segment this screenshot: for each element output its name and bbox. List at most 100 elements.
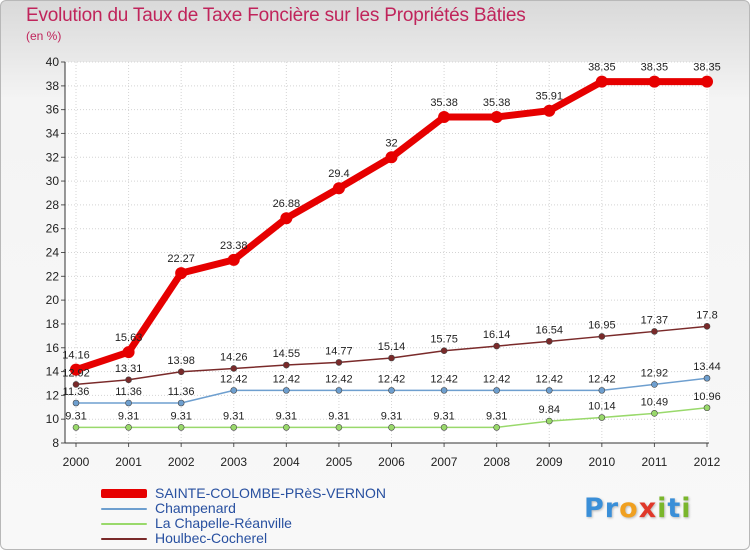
data-label: 12.42 [430, 373, 458, 385]
logo-letter: P [584, 493, 605, 524]
legend-item: La Chapelle-Réanville [101, 516, 386, 531]
data-label: 26.88 [273, 198, 301, 210]
data-point [280, 212, 293, 225]
data-label: 12.42 [325, 373, 353, 385]
data-point [595, 75, 608, 88]
data-label: 9.31 [486, 410, 507, 422]
data-label: 11.36 [63, 386, 90, 398]
y-tick-label: 26 [46, 222, 60, 236]
data-point [493, 342, 500, 350]
data-point [598, 333, 606, 340]
data-point [493, 424, 500, 431]
data-label: 13.98 [167, 355, 195, 367]
legend-label: La Chapelle-Réanville [155, 515, 292, 531]
data-point [543, 104, 556, 117]
x-tick-label: 2006 [378, 455, 405, 469]
data-label: 9.31 [328, 410, 349, 422]
data-point [545, 417, 553, 425]
y-tick-label: 34 [46, 126, 60, 140]
chart-title: Evolution du Taux de Taxe Foncière sur l… [26, 5, 526, 26]
x-tick-label: 2009 [536, 455, 563, 469]
legend-label: Champenard [155, 500, 236, 516]
data-point [283, 424, 290, 431]
legend-swatch [101, 507, 147, 510]
proxiti-logo: Proxiti [584, 493, 692, 524]
data-label: 11.36 [168, 386, 195, 398]
data-point [703, 404, 711, 412]
y-tick-label: 12 [46, 388, 60, 402]
data-label: 12.42 [378, 373, 406, 385]
y-tick-label: 28 [46, 198, 60, 212]
data-point [438, 111, 451, 124]
y-tick-label: 32 [46, 150, 60, 164]
data-point [125, 424, 132, 431]
data-point [703, 374, 711, 382]
data-point [651, 328, 658, 335]
data-point [651, 381, 658, 388]
x-tick-label: 2001 [115, 455, 142, 469]
data-label: 35.38 [430, 97, 458, 109]
data-label: 15.75 [430, 334, 458, 346]
x-tick-label: 2008 [483, 455, 510, 469]
y-tick-label: 18 [46, 317, 60, 331]
data-label: 10.49 [641, 396, 669, 408]
data-point [703, 323, 711, 330]
y-tick-label: 30 [46, 174, 60, 188]
data-label: 10.96 [693, 391, 721, 403]
data-point [545, 338, 553, 345]
data-label: 9.31 [381, 410, 402, 422]
data-label: 12.42 [273, 373, 301, 385]
x-tick-label: 2003 [220, 455, 247, 469]
data-point [385, 151, 398, 164]
data-label: 15.63 [115, 332, 143, 344]
data-label: 32 [385, 137, 397, 149]
data-label: 35.91 [535, 91, 563, 103]
data-label: 9.31 [276, 410, 297, 422]
logo-letter: i [657, 493, 668, 524]
y-tick-label: 24 [46, 246, 60, 260]
data-label: 14.26 [220, 351, 248, 363]
legend-swatch [101, 537, 147, 540]
data-point [335, 387, 343, 394]
data-point [230, 365, 238, 372]
data-point [648, 75, 661, 88]
logo-letter: r [604, 493, 620, 524]
data-point [440, 424, 448, 431]
y-tick-label: 10 [46, 412, 60, 426]
legend: SAINTE-COLOMBE-PRèS-VERNON Champenard La… [101, 486, 386, 546]
data-point [72, 424, 80, 431]
data-label: 12.42 [220, 373, 248, 385]
data-point [388, 387, 395, 394]
legend-item: SAINTE-COLOMBE-PRèS-VERNON [101, 486, 386, 501]
x-tick-label: 2011 [642, 455, 668, 469]
data-point [440, 347, 448, 355]
y-tick-label: 36 [46, 103, 60, 117]
data-label: 29.4 [328, 168, 349, 180]
data-point [651, 410, 658, 417]
legend-label: SAINTE-COLOMBE-PRèS-VERNON [155, 485, 387, 501]
data-point [177, 399, 185, 407]
data-label: 9.31 [65, 410, 86, 422]
data-label: 12.92 [62, 367, 90, 379]
legend-swatch [101, 522, 147, 525]
y-unit-label: (en %) [26, 29, 62, 43]
data-point [72, 381, 80, 388]
data-point [72, 399, 80, 407]
logo-letter: i [681, 493, 692, 524]
y-tick-label: 8 [52, 436, 59, 450]
data-point [335, 359, 343, 366]
data-label: 23.38 [220, 240, 248, 252]
data-label: 9.84 [539, 404, 560, 416]
data-point [598, 414, 606, 421]
y-tick-label: 14 [46, 365, 60, 379]
y-tick-label: 20 [46, 293, 60, 307]
data-point [70, 363, 82, 376]
data-label: 9.31 [170, 410, 191, 422]
data-label: 9.31 [433, 410, 454, 422]
data-label: 16.95 [588, 319, 616, 331]
data-label: 16.54 [535, 324, 563, 336]
data-label: 38.35 [588, 62, 616, 74]
data-label: 14.77 [325, 345, 353, 357]
y-tick-label: 16 [46, 341, 60, 355]
data-label: 14.16 [62, 350, 90, 362]
